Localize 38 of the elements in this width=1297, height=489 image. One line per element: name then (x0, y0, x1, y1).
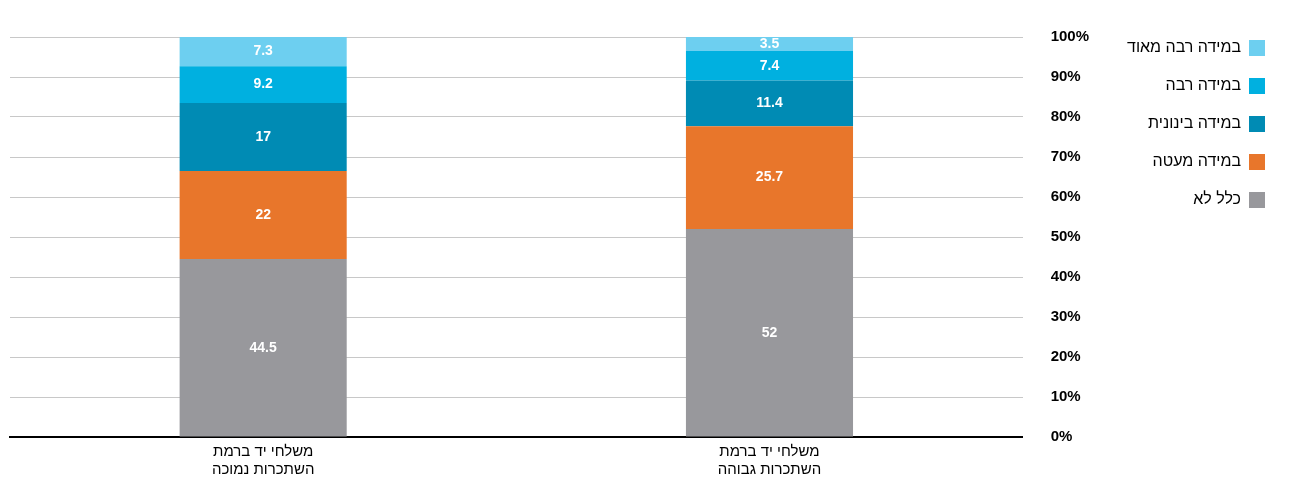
data-label: 7.4 (759, 56, 780, 73)
x-tick-label: משלחי יד ברמת השתכרות נמוכה (211, 442, 315, 478)
legend-label: במידה בינונית (1148, 114, 1242, 132)
y-tick-label: 0% (1050, 427, 1073, 445)
data-label: 9.2 (253, 75, 274, 92)
y-tick-label: 90% (1050, 67, 1081, 85)
y-tick-label: 30% (1050, 307, 1081, 325)
bar (179, 66, 347, 103)
y-tick-label: 80% (1050, 107, 1081, 125)
bar (179, 171, 347, 259)
bar (685, 37, 854, 51)
y-tick-label: 60% (1050, 187, 1081, 205)
bar (685, 80, 854, 127)
legend-label: במידה רבה (1165, 76, 1242, 94)
bar (685, 126, 854, 229)
y-tick-label: 50% (1050, 227, 1081, 245)
y-tick-label: 40% (1050, 267, 1081, 285)
data-label: 17 (255, 127, 272, 144)
legend-label: במידה מעטה (1152, 152, 1242, 170)
data-label: 25.7 (755, 168, 784, 185)
data-label: 22 (255, 205, 272, 222)
legend-label: במידה רבה מאוד (1127, 38, 1242, 56)
y-tick-label: 70% (1050, 147, 1081, 165)
data-label: 3.5 (759, 34, 780, 51)
data-label: 7.3 (253, 42, 274, 59)
data-label: 44.5 (249, 338, 277, 355)
bar (179, 37, 347, 67)
x-tick-label: משלחי יד ברמת השתכרות גבוהה (717, 442, 822, 478)
y-tick-label: 100% (1050, 27, 1090, 45)
y-tick-label: 10% (1050, 387, 1081, 405)
bar (685, 229, 854, 437)
data-label: 52 (761, 323, 778, 340)
bar (179, 259, 347, 437)
data-label: 11.4 (756, 94, 783, 111)
y-tick-label: 20% (1050, 347, 1081, 365)
legend-label: כלל לא (1193, 190, 1241, 208)
bar (685, 51, 854, 81)
bar (179, 103, 347, 171)
